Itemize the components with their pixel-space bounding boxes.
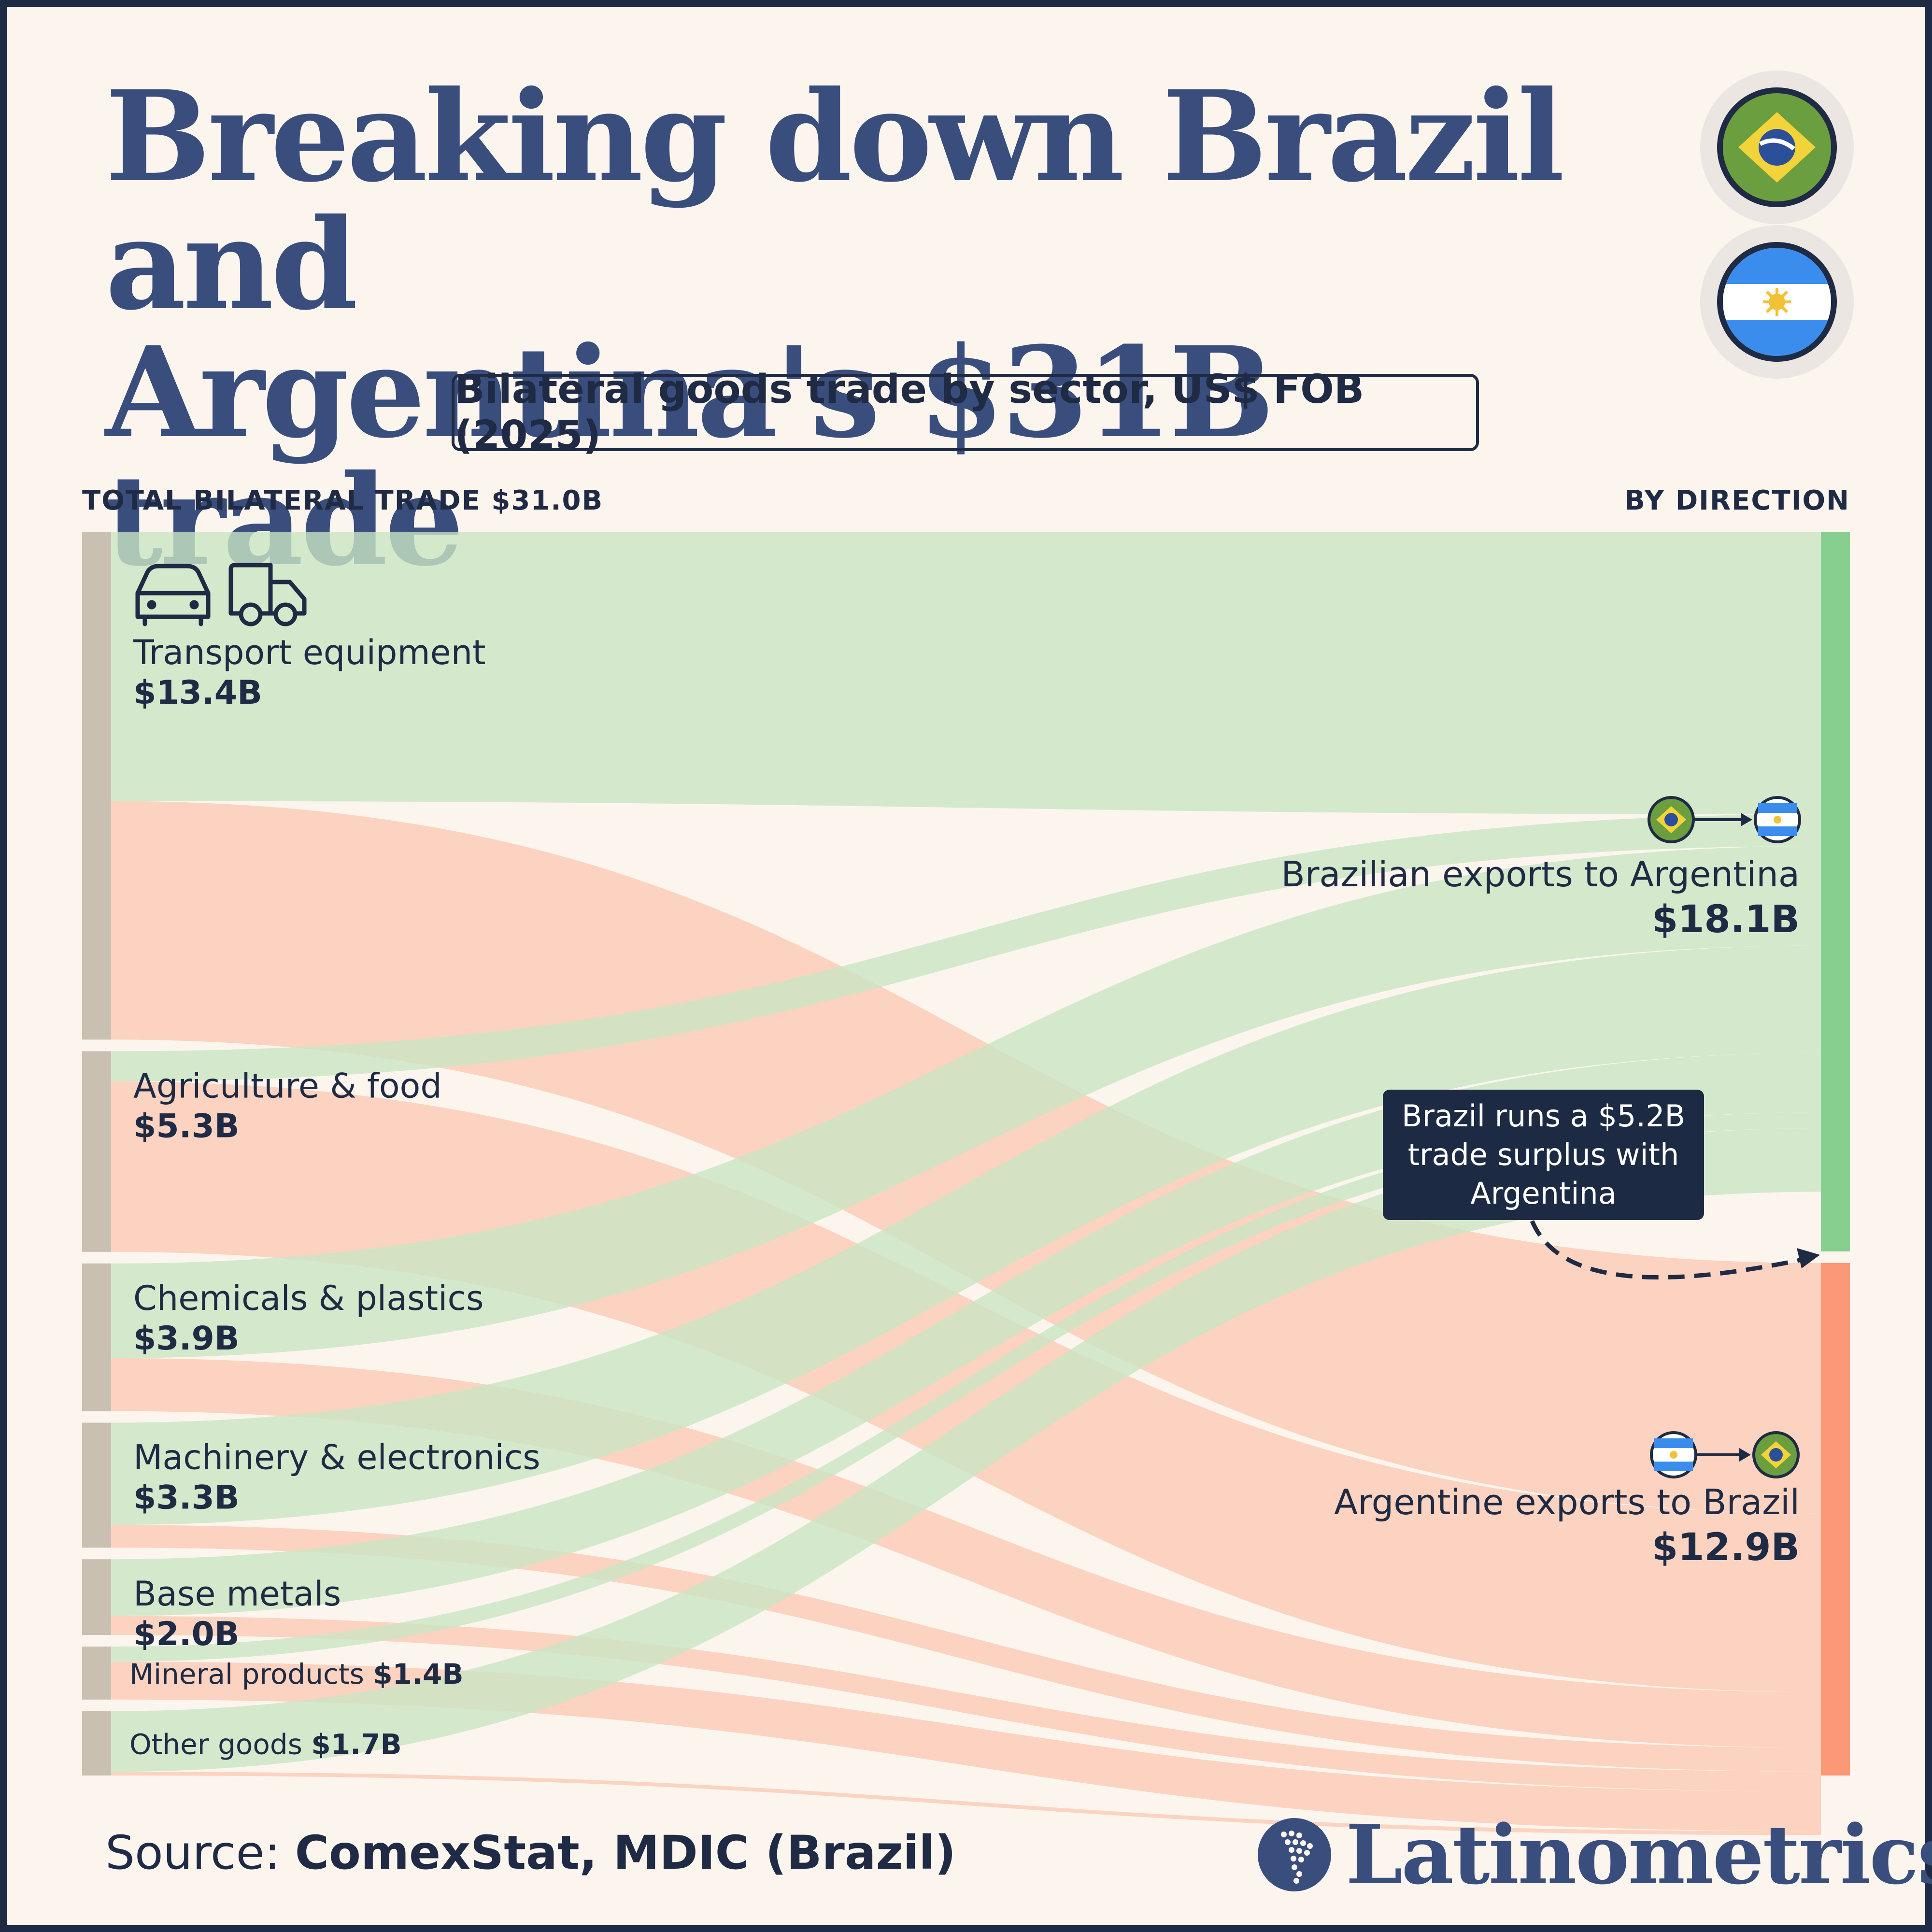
direction-value: $12.9B [1652, 1526, 1800, 1569]
source-node-metals [82, 1559, 111, 1635]
source-prefix: Source: [105, 1826, 295, 1880]
sector-value: $13.4B [133, 674, 262, 712]
sector-label: Other goods $1.7B [129, 1728, 402, 1761]
sector-label: Chemicals & plastics [133, 1279, 483, 1318]
callout-arrowhead [1797, 1248, 1820, 1268]
flow-chem-br-to-ar [111, 846, 1821, 1358]
latinometrics-logo-icon [1258, 1818, 1331, 1891]
callout-arrow [1530, 1220, 1809, 1280]
target-node-br-to-ar [1821, 532, 1850, 1251]
brazil-flag-icon [1648, 796, 1695, 843]
sector-label: Transport equipment [133, 633, 486, 672]
direction-arrowhead [1739, 1448, 1751, 1462]
sector-value: $2.0B [133, 1615, 240, 1653]
direction-value: $18.1B [1652, 898, 1800, 941]
brazil-flag-icon [1700, 71, 1854, 224]
flow-mach-ar-to-br [111, 1525, 1821, 1772]
right-column-header: BY DIRECTION [1624, 485, 1850, 516]
source-note: Source: ComexStat, MDIC (Brazil) [105, 1826, 956, 1880]
source-node-other [82, 1711, 111, 1776]
brazil-flag-icon [1752, 1431, 1800, 1478]
sector-value: $5.3B [133, 1107, 240, 1145]
source-node-agri [82, 1051, 111, 1252]
flow-transport-br-to-ar [111, 532, 1821, 815]
target-node-ar-to-br [1821, 1263, 1850, 1776]
flow-transport-ar-to-br [111, 801, 1821, 1514]
brand-logo: Latinometrics [1256, 1806, 1932, 1903]
source-node-mineral [82, 1647, 111, 1700]
flow-mineral-br-to-ar [111, 1112, 1821, 1662]
title-line-1: Breaking down Brazil and [105, 63, 1565, 338]
flow-other-br-to-ar [111, 1128, 1821, 1772]
surplus-callout: Brazil runs a $5.2B trade surplus with A… [1383, 1090, 1704, 1220]
argentina-flag-icon [1754, 796, 1801, 843]
flow-agri-br-to-ar [111, 814, 1821, 1082]
source-node-mach [82, 1422, 111, 1548]
sector-label: Mineral products $1.4B [129, 1658, 464, 1690]
chart-subtitle: Bilateral goods trade by sector, US$ FOB… [452, 367, 1479, 458]
argentina-flag-icon [1650, 1431, 1697, 1478]
direction-arrowhead [1741, 813, 1752, 826]
sector-label: Base metals [133, 1574, 341, 1614]
direction-label: Argentine exports to Brazil [1334, 1482, 1800, 1522]
sector-label: Agriculture & food [133, 1066, 442, 1106]
sector-label: Machinery & electronics [133, 1438, 540, 1477]
car-icon [135, 564, 211, 626]
flow-chem-ar-to-br [111, 1358, 1821, 1748]
flow-metals-br-to-ar [111, 1052, 1821, 1616]
argentina-flag-icon [1700, 225, 1854, 379]
source-name: ComexStat, MDIC (Brazil) [295, 1826, 956, 1880]
sector-value: $1.7B [311, 1728, 401, 1761]
direction-label: Brazilian exports to Argentina [1281, 854, 1800, 895]
flow-other-ar-to-br [111, 1772, 1821, 1835]
brand-name: Latinometrics [1346, 1807, 1932, 1903]
source-node-chem [82, 1263, 111, 1411]
left-column-header: TOTAL BILATERAL TRADE $31.0B [82, 485, 604, 516]
sector-value: $3.3B [133, 1479, 240, 1517]
sector-value: $3.9B [133, 1320, 240, 1358]
truck-icon [228, 563, 307, 626]
source-node-transport [82, 532, 111, 1040]
flow-metals-ar-to-br [111, 1616, 1821, 1791]
sector-value: $1.4B [373, 1658, 463, 1690]
